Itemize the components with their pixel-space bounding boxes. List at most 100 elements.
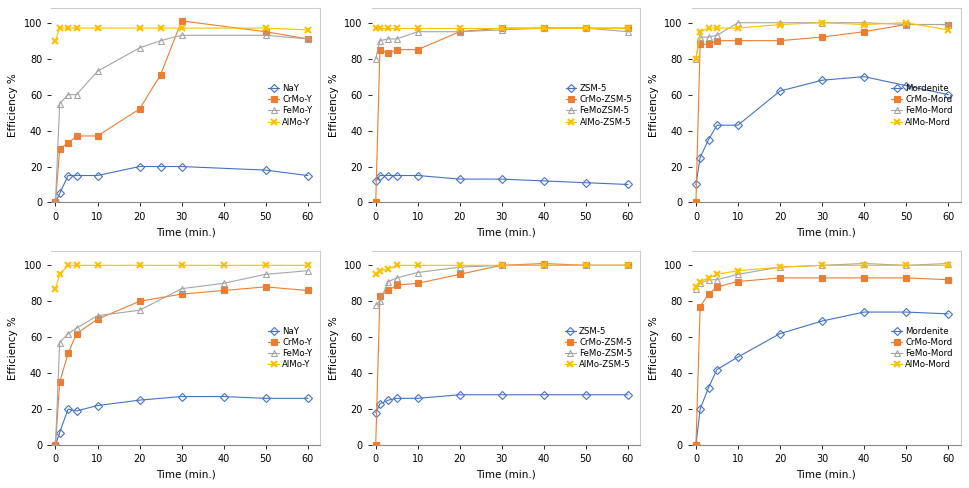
AlMo-ZSM-5 (453, 263, 465, 268)
FeMo-ZSM-5 (370, 302, 382, 308)
Line: AlMo-ZSM-5: AlMo-ZSM-5 (373, 25, 631, 31)
FeMo-Mord (690, 56, 702, 61)
FeMo-Y (134, 307, 145, 313)
Mordenite (816, 77, 828, 83)
CrMo-Mord (690, 442, 702, 448)
CrMo-Mord (816, 275, 828, 281)
FeMo-Mord (942, 21, 953, 27)
CrMo-ZSM-5 (412, 281, 423, 286)
Line: ZSM-5: ZSM-5 (373, 172, 631, 187)
ZSM-5 (391, 395, 402, 401)
ZSM-5 (383, 397, 394, 403)
CrMo-Mord (695, 304, 706, 309)
CrMo-Y (134, 298, 145, 304)
FeMo-Y (54, 340, 66, 346)
AlMo-ZSM-5 (370, 271, 382, 277)
AlMo-Mord (690, 56, 702, 61)
Mordenite (774, 88, 786, 94)
CrMo-Mord (733, 38, 744, 43)
NaY (54, 429, 66, 435)
AlMo-Y (175, 263, 187, 268)
CrMo-ZSM-5 (453, 29, 465, 35)
CrMo-Y (62, 350, 74, 356)
CrMo-Mord (733, 279, 744, 285)
AlMo-Y (175, 25, 187, 31)
FeMoZSM-5 (622, 29, 634, 35)
AlMo-ZSM-5 (580, 25, 592, 31)
CrMo-Mord (774, 38, 786, 43)
CrMo-Mord (711, 38, 723, 43)
CrMo-Mord (774, 275, 786, 281)
FeMo-Mord (900, 21, 912, 27)
AlMo-Mord (942, 27, 953, 33)
CrMo-ZSM-5 (370, 200, 382, 205)
CrMo-Y (175, 291, 187, 297)
FeMoZSM-5 (370, 56, 382, 61)
Mordenite (859, 74, 870, 80)
FeMo-Y (218, 281, 230, 286)
AlMo-Mord (733, 25, 744, 31)
NaY (62, 173, 74, 179)
CrMo-ZSM-5 (383, 287, 394, 293)
AlMo-Mord (900, 263, 912, 268)
NaY (260, 395, 271, 401)
CrMo-ZSM-5 (496, 25, 508, 31)
FeMo-ZSM-5 (383, 279, 394, 285)
FeMo-Y (134, 45, 145, 51)
CrMo-Y (71, 133, 82, 139)
CrMo-Y (54, 145, 66, 151)
CrMo-Mord (690, 200, 702, 205)
X-axis label: Time (min.): Time (min.) (476, 469, 536, 480)
X-axis label: Time (min.): Time (min.) (156, 469, 216, 480)
CrMo-ZSM-5 (538, 25, 549, 31)
X-axis label: Time (min.): Time (min.) (797, 227, 856, 237)
CrMo-ZSM-5 (622, 263, 634, 268)
Line: FeMo-Mord: FeMo-Mord (693, 261, 952, 292)
Line: CrMo-ZSM-5: CrMo-ZSM-5 (373, 261, 631, 448)
CrMo-Y (134, 106, 145, 112)
ZSM-5 (374, 173, 386, 179)
FeMo-Y (175, 32, 187, 38)
AlMo-ZSM-5 (374, 268, 386, 274)
FeMoZSM-5 (412, 29, 423, 35)
FeMoZSM-5 (580, 25, 592, 31)
ZSM-5 (622, 392, 634, 398)
FeMo-Y (155, 38, 167, 43)
FeMoZSM-5 (374, 38, 386, 43)
CrMo-Y (49, 442, 61, 448)
Mordenite (942, 92, 953, 98)
Mordenite (733, 354, 744, 360)
AlMo-Mord (703, 25, 714, 31)
ZSM-5 (496, 176, 508, 182)
Y-axis label: Efficiency %: Efficiency % (328, 74, 338, 137)
AlMo-ZSM-5 (412, 25, 423, 31)
CrMo-Mord (859, 275, 870, 281)
CrMo-ZSM-5 (538, 261, 549, 266)
FeMo-Y (54, 101, 66, 106)
FeMo-Y (62, 92, 74, 98)
NaY (301, 395, 313, 401)
NaY (218, 394, 230, 400)
ZSM-5 (538, 178, 549, 184)
ZSM-5 (370, 410, 382, 416)
FeMo-Mord (703, 277, 714, 283)
AlMo-ZSM-5 (391, 263, 402, 268)
FeMo-ZSM-5 (538, 263, 549, 268)
AlMo-Y (71, 263, 82, 268)
FeMo-Mord (733, 20, 744, 26)
FeMo-Y (92, 313, 104, 319)
FeMo-Mord (774, 20, 786, 26)
AlMo-Y (54, 25, 66, 31)
Legend: ZSM-5, CrMo-ZSM-5, FeMoZSM-5, AlMo-ZSM-5: ZSM-5, CrMo-ZSM-5, FeMoZSM-5, AlMo-ZSM-5 (563, 81, 635, 129)
X-axis label: Time (min.): Time (min.) (797, 469, 856, 480)
AlMo-Mord (690, 284, 702, 290)
Mordenite (733, 122, 744, 128)
NaY (54, 190, 66, 196)
FeMo-ZSM-5 (622, 263, 634, 268)
AlMo-Y (62, 263, 74, 268)
Y-axis label: Efficiency %: Efficiency % (649, 316, 659, 380)
AlMo-ZSM-5 (412, 263, 423, 268)
AlMo-Mord (774, 264, 786, 270)
Line: CrMo-Mord: CrMo-Mord (693, 21, 952, 205)
NaY (92, 173, 104, 179)
